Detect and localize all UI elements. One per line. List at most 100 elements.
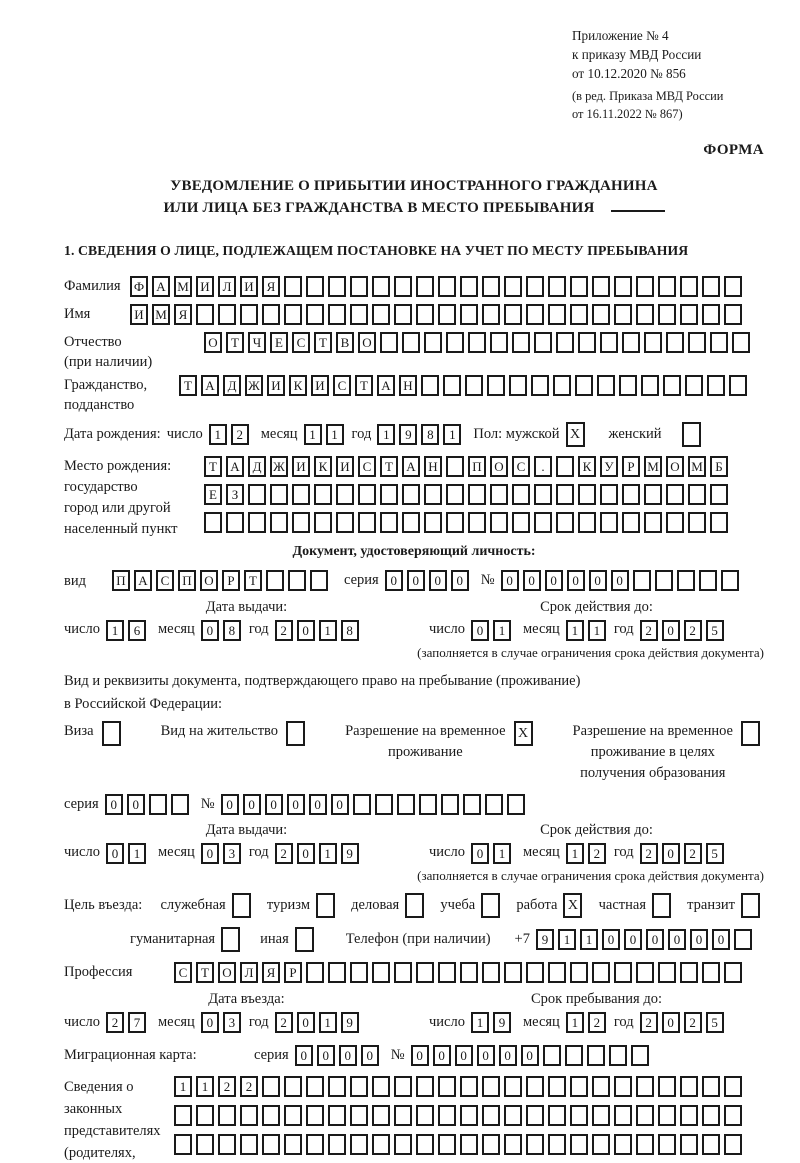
char-cell[interactable] <box>416 304 434 326</box>
title-blank-underline[interactable] <box>610 197 665 213</box>
char-cell[interactable]: А <box>152 276 170 298</box>
char-cell[interactable] <box>644 332 662 354</box>
char-cell[interactable]: 1 <box>557 929 576 951</box>
char-cell[interactable] <box>482 276 500 298</box>
char-cell[interactable] <box>732 332 750 354</box>
char-cell[interactable]: Я <box>262 276 280 298</box>
char-cell[interactable]: Ж <box>270 456 288 478</box>
char-cell[interactable]: Ф <box>130 276 148 298</box>
char-cell[interactable] <box>262 304 280 326</box>
char-cell[interactable] <box>512 332 530 354</box>
char-cell[interactable]: 0 <box>316 1044 335 1066</box>
char-cell[interactable] <box>592 1133 610 1155</box>
char-cell[interactable] <box>702 304 720 326</box>
char-cell[interactable] <box>724 962 742 984</box>
char-cell[interactable] <box>248 484 266 506</box>
char-cell[interactable] <box>526 1075 544 1097</box>
char-cell[interactable] <box>443 375 461 397</box>
char-cell[interactable]: К <box>289 375 307 397</box>
char-cell[interactable] <box>468 512 486 534</box>
char-cell[interactable] <box>468 484 486 506</box>
char-cell[interactable] <box>174 1133 192 1155</box>
char-cell[interactable]: 0 <box>432 1044 451 1066</box>
char-cell[interactable]: 0 <box>470 619 489 641</box>
char-cell[interactable] <box>724 1133 742 1155</box>
char-cell[interactable] <box>240 1104 258 1126</box>
char-cell[interactable]: Ж <box>245 375 263 397</box>
char-cell[interactable]: 0 <box>498 1044 517 1066</box>
char-cell[interactable] <box>266 570 284 592</box>
char-cell[interactable] <box>284 1133 302 1155</box>
char-cell[interactable] <box>570 962 588 984</box>
checkbox-cell[interactable] <box>652 893 671 919</box>
char-cell[interactable] <box>658 1075 676 1097</box>
char-cell[interactable] <box>174 1104 192 1126</box>
char-cell[interactable] <box>680 1075 698 1097</box>
char-cell[interactable]: 0 <box>406 570 425 592</box>
char-cell[interactable] <box>380 484 398 506</box>
char-cell[interactable] <box>402 512 420 534</box>
char-cell[interactable] <box>270 484 288 506</box>
char-cell[interactable]: М <box>174 276 192 298</box>
char-cell[interactable] <box>548 304 566 326</box>
char-cell[interactable] <box>482 962 500 984</box>
checkbox-cell[interactable] <box>316 893 335 919</box>
checkbox-cell[interactable] <box>740 893 760 919</box>
char-cell[interactable] <box>372 1075 390 1097</box>
char-cell[interactable] <box>658 962 676 984</box>
char-cell[interactable] <box>380 332 398 354</box>
char-cell[interactable] <box>548 1075 566 1097</box>
char-cell[interactable] <box>372 276 390 298</box>
char-cell[interactable] <box>592 1104 610 1126</box>
char-cell[interactable] <box>438 962 456 984</box>
char-cell[interactable] <box>614 962 632 984</box>
checkbox-cell[interactable] <box>681 422 701 448</box>
char-cell[interactable] <box>688 512 706 534</box>
char-cell[interactable]: А <box>201 375 219 397</box>
char-cell[interactable] <box>614 1133 632 1155</box>
char-cell[interactable] <box>292 512 310 534</box>
char-cell[interactable] <box>460 1075 478 1097</box>
char-cell[interactable] <box>328 1075 346 1097</box>
char-cell[interactable] <box>578 332 596 354</box>
char-cell[interactable] <box>372 1133 390 1155</box>
char-cell[interactable]: 2 <box>274 1011 293 1033</box>
char-cell[interactable] <box>724 1075 742 1097</box>
char-cell[interactable]: 0 <box>200 1011 219 1033</box>
char-cell[interactable] <box>614 1104 632 1126</box>
char-cell[interactable] <box>636 962 654 984</box>
char-cell[interactable] <box>196 304 214 326</box>
char-cell[interactable]: 2 <box>230 424 249 446</box>
char-cell[interactable]: 1 <box>318 842 337 864</box>
char-cell[interactable] <box>658 276 676 298</box>
char-cell[interactable] <box>402 332 420 354</box>
char-cell[interactable] <box>597 375 615 397</box>
char-cell[interactable]: 0 <box>450 570 469 592</box>
char-cell[interactable]: 1 <box>565 842 584 864</box>
char-cell[interactable]: У <box>600 456 618 478</box>
char-cell[interactable] <box>306 1104 324 1126</box>
char-cell[interactable]: С <box>512 456 530 478</box>
char-cell[interactable]: Р <box>622 456 640 478</box>
char-cell[interactable] <box>314 484 332 506</box>
char-cell[interactable]: Б <box>710 456 728 478</box>
char-cell[interactable]: 2 <box>683 619 702 641</box>
char-cell[interactable] <box>548 962 566 984</box>
char-cell[interactable] <box>306 276 324 298</box>
char-cell[interactable] <box>306 304 324 326</box>
char-cell[interactable] <box>270 512 288 534</box>
char-cell[interactable]: 0 <box>476 1044 495 1066</box>
char-cell[interactable] <box>724 276 742 298</box>
char-cell[interactable]: 1 <box>443 424 462 446</box>
char-cell[interactable] <box>702 1075 720 1097</box>
char-cell[interactable] <box>556 332 574 354</box>
char-cell[interactable] <box>575 375 593 397</box>
char-cell[interactable]: А <box>402 456 420 478</box>
char-cell[interactable]: И <box>240 276 258 298</box>
char-cell[interactable] <box>204 512 222 534</box>
char-cell[interactable] <box>306 1075 324 1097</box>
char-cell[interactable] <box>482 304 500 326</box>
char-cell[interactable] <box>570 304 588 326</box>
checkbox-cell[interactable] <box>294 927 314 953</box>
char-cell[interactable] <box>534 484 552 506</box>
